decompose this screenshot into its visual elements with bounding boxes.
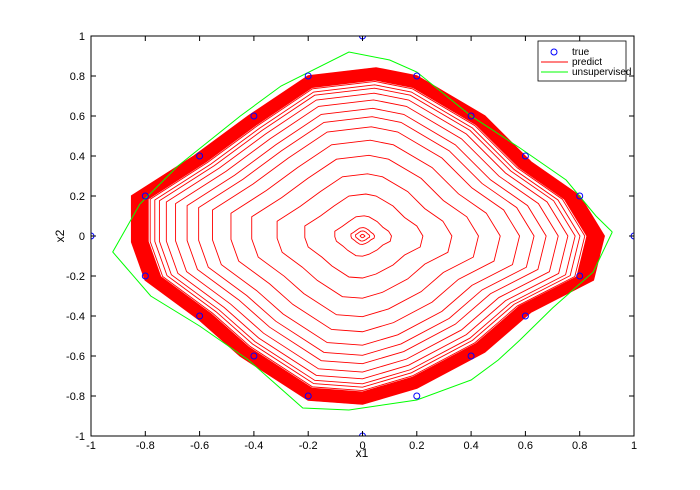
predict-ring [131, 67, 605, 405]
true-point [521, 152, 529, 160]
x-tick-label: -0.6 [190, 440, 209, 452]
y-tick-label: 0.6 [70, 111, 85, 123]
x-tick-label: 0.4 [463, 440, 478, 452]
true-point [141, 192, 149, 200]
true-point [196, 152, 204, 160]
predict-ring [276, 173, 453, 299]
true-point [467, 112, 475, 120]
true-point [141, 272, 149, 280]
predict-ring [350, 227, 376, 245]
predict-ring [146, 78, 589, 394]
predict-ring [134, 70, 601, 402]
predict-ring [140, 74, 595, 398]
predict-ring [142, 75, 593, 397]
y-axis-label: x2 [53, 229, 67, 242]
axis-ticks: -1 -0.8 -0.6 -0.4 -0.2 0 0.2 0.4 0.6 0.8 1 -1 -0.8 -0… [66, 31, 637, 452]
x-tick-label: 0.8 [572, 440, 587, 452]
predict-ring [198, 116, 535, 356]
x-tick-label: 0.6 [518, 440, 533, 452]
y-tick-label: -0.8 [66, 391, 85, 403]
true-point [576, 272, 584, 280]
y-tick-label: -1 [75, 431, 85, 443]
true-point [413, 392, 421, 400]
legend-predict-label: predict [572, 57, 602, 68]
unsupervised-series [112, 51, 613, 411]
predict-ring [251, 154, 479, 318]
x-tick-label: 1 [631, 440, 637, 452]
predict-ring [355, 230, 371, 242]
predict-series [131, 67, 605, 405]
legend-unsupervised-label: unsupervised [572, 67, 631, 78]
predict-ring [149, 80, 586, 392]
true-point [467, 352, 475, 360]
x-tick-label: 0.2 [409, 440, 424, 452]
predict-ring [359, 233, 366, 239]
predict-ring [133, 69, 603, 403]
legend: true predict unsupervised [537, 40, 631, 82]
y-tick-label: 0.2 [70, 191, 85, 203]
y-tick-label: 1 [79, 31, 85, 43]
predict-ring [165, 92, 569, 380]
x-tick-label: -0.8 [136, 440, 155, 452]
x-axis-label: x1 [356, 446, 369, 460]
true-point [576, 192, 584, 200]
y-tick-label: -0.2 [66, 271, 85, 283]
true-point [250, 352, 258, 360]
y-tick-label: 0.8 [70, 71, 85, 83]
predict-ring [154, 84, 581, 388]
x-tick-label: -0.4 [244, 440, 263, 452]
true-point [304, 72, 312, 80]
y-tick-label: 0.4 [70, 151, 85, 163]
predict-ring [304, 193, 424, 279]
predict-ring [334, 215, 392, 257]
predict-ring [135, 70, 600, 402]
true-point [413, 72, 421, 80]
y-tick-label: 0 [79, 231, 85, 243]
x-tick-label: 0 [359, 440, 365, 452]
y-tick-label: -0.6 [66, 351, 85, 363]
predict-ring [158, 87, 576, 385]
plot-data-area [91, 36, 634, 436]
true-point [250, 112, 258, 120]
predict-ring [212, 126, 521, 346]
legend-true-label: true [572, 47, 590, 58]
true-point [196, 312, 204, 320]
unsupervised-line [112, 51, 613, 411]
predict-ring [186, 107, 547, 365]
predict-ring [132, 68, 604, 404]
x-tick-label: -1 [86, 440, 96, 452]
true-point [304, 392, 312, 400]
predict-ring [230, 139, 501, 333]
legend-box [537, 40, 627, 82]
predict-ring [175, 99, 559, 373]
true-point [521, 312, 529, 320]
legend-true-marker [550, 48, 558, 56]
y-tick-label: -0.4 [66, 311, 85, 323]
x-tick-label: -0.2 [299, 440, 318, 452]
